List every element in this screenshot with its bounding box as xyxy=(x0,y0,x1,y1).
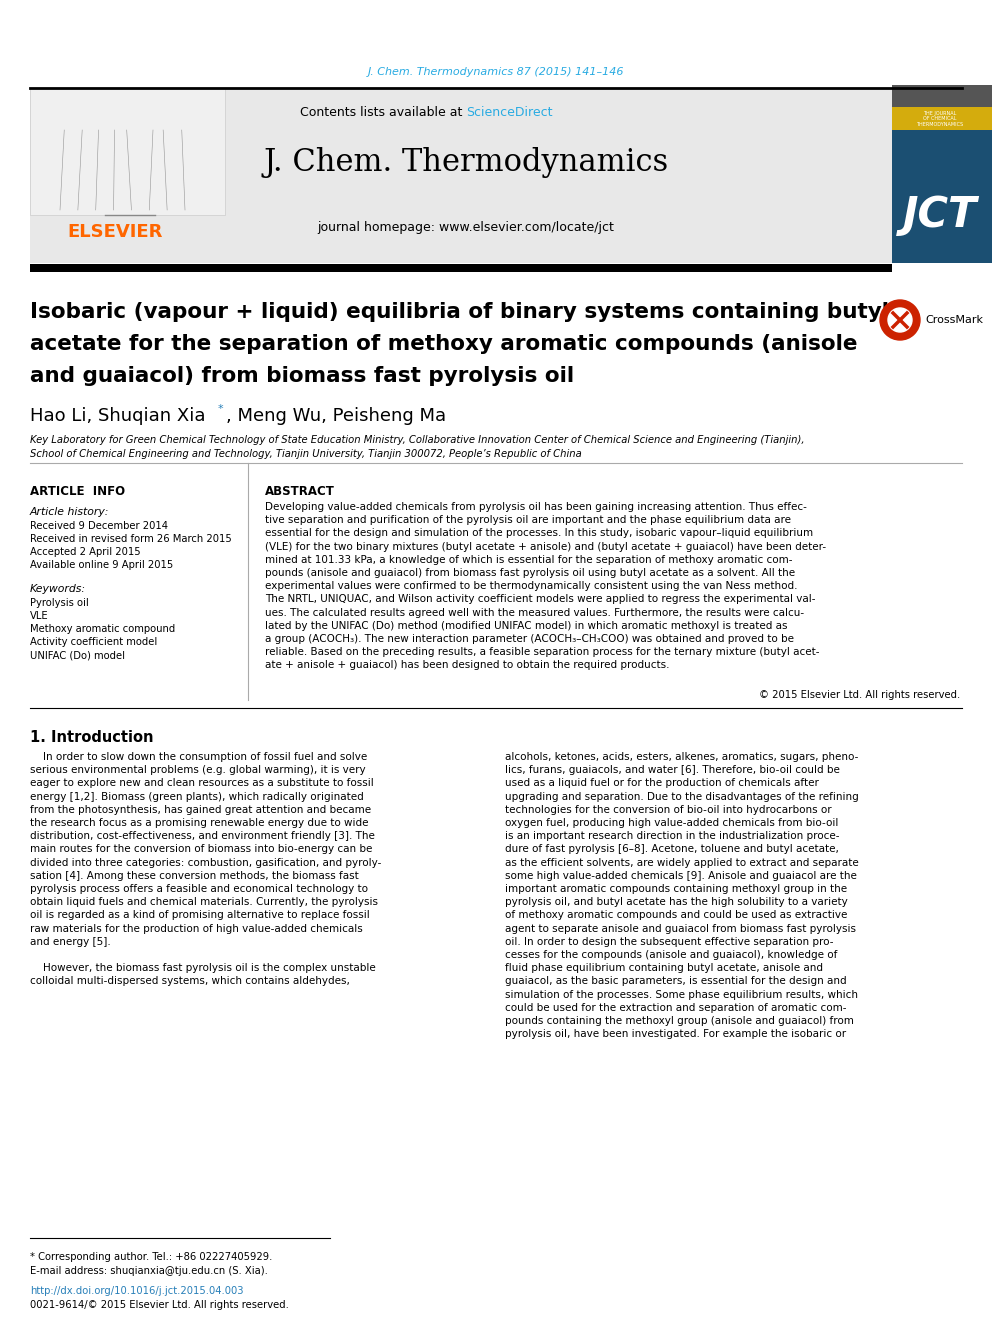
Text: sation [4]. Among these conversion methods, the biomass fast: sation [4]. Among these conversion metho… xyxy=(30,871,359,881)
Text: fluid phase equilibrium containing butyl acetate, anisole and: fluid phase equilibrium containing butyl… xyxy=(505,963,823,974)
Text: agent to separate anisole and guaiacol from biomass fast pyrolysis: agent to separate anisole and guaiacol f… xyxy=(505,923,856,934)
Text: experimental values were confirmed to be thermodynamically consistent using the : experimental values were confirmed to be… xyxy=(265,581,798,591)
Text: guaiacol, as the basic parameters, is essential for the design and: guaiacol, as the basic parameters, is es… xyxy=(505,976,846,987)
Text: THE JOURNAL
OF CHEMICAL
THERMODYNAMICS: THE JOURNAL OF CHEMICAL THERMODYNAMICS xyxy=(917,111,963,127)
Text: upgrading and separation. Due to the disadvantages of the refining: upgrading and separation. Due to the dis… xyxy=(505,791,859,802)
Text: energy [1,2]. Biomass (green plants), which radically originated: energy [1,2]. Biomass (green plants), wh… xyxy=(30,791,364,802)
Text: pounds containing the methoxyl group (anisole and guaiacol) from: pounds containing the methoxyl group (an… xyxy=(505,1016,854,1027)
Text: tive separation and purification of the pyrolysis oil are important and the phas: tive separation and purification of the … xyxy=(265,515,791,525)
Text: 1. Introduction: 1. Introduction xyxy=(30,730,154,745)
Text: essential for the design and simulation of the processes. In this study, isobari: essential for the design and simulation … xyxy=(265,528,813,538)
Text: Pyrolysis oil: Pyrolysis oil xyxy=(30,598,88,609)
Text: dure of fast pyrolysis [6–8]. Acetone, toluene and butyl acetate,: dure of fast pyrolysis [6–8]. Acetone, t… xyxy=(505,844,839,855)
Text: Hao Li, Shuqian Xia: Hao Li, Shuqian Xia xyxy=(30,407,205,425)
Text: some high value-added chemicals [9]. Anisole and guaiacol are the: some high value-added chemicals [9]. Ani… xyxy=(505,871,857,881)
Text: (VLE) for the two binary mixtures (butyl acetate + anisole) and (butyl acetate +: (VLE) for the two binary mixtures (butyl… xyxy=(265,541,826,552)
Text: pyrolysis oil, and butyl acetate has the high solubility to a variety: pyrolysis oil, and butyl acetate has the… xyxy=(505,897,848,908)
Text: Received in revised form 26 March 2015: Received in revised form 26 March 2015 xyxy=(30,534,232,544)
Bar xyxy=(30,89,892,263)
Text: oil. In order to design the subsequent effective separation pro-: oil. In order to design the subsequent e… xyxy=(505,937,833,947)
Text: Developing value-added chemicals from pyrolysis oil has been gaining increasing : Developing value-added chemicals from py… xyxy=(265,501,806,512)
Text: could be used for the extraction and separation of aromatic com-: could be used for the extraction and sep… xyxy=(505,1003,846,1013)
Text: is an important research direction in the industrialization proce-: is an important research direction in th… xyxy=(505,831,839,841)
Text: ARTICLE  INFO: ARTICLE INFO xyxy=(30,486,125,497)
Bar xyxy=(30,265,892,273)
Text: of methoxy aromatic compounds and could be used as extractive: of methoxy aromatic compounds and could … xyxy=(505,910,847,921)
Text: pounds (anisole and guaiacol) from biomass fast pyrolysis oil using butyl acetat: pounds (anisole and guaiacol) from bioma… xyxy=(265,568,796,578)
Text: Received 9 December 2014: Received 9 December 2014 xyxy=(30,521,168,531)
Bar xyxy=(892,89,992,263)
Text: Keywords:: Keywords: xyxy=(30,583,86,594)
Bar xyxy=(892,107,992,130)
Text: as the efficient solvents, are widely applied to extract and separate: as the efficient solvents, are widely ap… xyxy=(505,857,859,868)
Text: pyrolysis oil, have been investigated. For example the isobaric or: pyrolysis oil, have been investigated. F… xyxy=(505,1029,846,1039)
Text: Accepted 2 April 2015: Accepted 2 April 2015 xyxy=(30,546,141,557)
Text: oil is regarded as a kind of promising alternative to replace fossil: oil is regarded as a kind of promising a… xyxy=(30,910,370,921)
Text: ues. The calculated results agreed well with the measured values. Furthermore, t: ues. The calculated results agreed well … xyxy=(265,607,805,618)
Text: pyrolysis process offers a feasible and economical technology to: pyrolysis process offers a feasible and … xyxy=(30,884,368,894)
Text: from the photosynthesis, has gained great attention and became: from the photosynthesis, has gained grea… xyxy=(30,804,371,815)
Text: 0021-9614/© 2015 Elsevier Ltd. All rights reserved.: 0021-9614/© 2015 Elsevier Ltd. All right… xyxy=(30,1301,289,1310)
Text: journal homepage: www.elsevier.com/locate/jct: journal homepage: www.elsevier.com/locat… xyxy=(317,221,614,234)
Text: Activity coefficient model: Activity coefficient model xyxy=(30,636,158,647)
Text: the research focus as a promising renewable energy due to wide: the research focus as a promising renewa… xyxy=(30,818,368,828)
Text: *: * xyxy=(218,404,223,414)
Text: colloidal multi-dispersed systems, which contains aldehydes,: colloidal multi-dispersed systems, which… xyxy=(30,976,350,987)
Text: * Corresponding author. Tel.: +86 02227405929.: * Corresponding author. Tel.: +86 022274… xyxy=(30,1252,273,1262)
Text: main routes for the conversion of biomass into bio-energy can be: main routes for the conversion of biomas… xyxy=(30,844,372,855)
Text: cesses for the compounds (anisole and guaiacol), knowledge of: cesses for the compounds (anisole and gu… xyxy=(505,950,837,960)
Text: oxygen fuel, producing high value-added chemicals from bio-oil: oxygen fuel, producing high value-added … xyxy=(505,818,838,828)
Bar xyxy=(892,85,992,107)
Text: Key Laboratory for Green Chemical Technology of State Education Ministry, Collab: Key Laboratory for Green Chemical Techno… xyxy=(30,435,805,445)
Text: important aromatic compounds containing methoxyl group in the: important aromatic compounds containing … xyxy=(505,884,847,894)
Text: and guaiacol) from biomass fast pyrolysis oil: and guaiacol) from biomass fast pyrolysi… xyxy=(30,366,574,386)
Bar xyxy=(30,89,225,216)
Text: lics, furans, guaiacols, and water [6]. Therefore, bio-oil could be: lics, furans, guaiacols, and water [6]. … xyxy=(505,765,840,775)
Text: distribution, cost-effectiveness, and environment friendly [3]. The: distribution, cost-effectiveness, and en… xyxy=(30,831,375,841)
Text: VLE: VLE xyxy=(30,611,49,620)
Text: http://dx.doi.org/10.1016/j.jct.2015.04.003: http://dx.doi.org/10.1016/j.jct.2015.04.… xyxy=(30,1286,243,1297)
Text: © 2015 Elsevier Ltd. All rights reserved.: © 2015 Elsevier Ltd. All rights reserved… xyxy=(759,691,960,700)
Text: School of Chemical Engineering and Technology, Tianjin University, Tianjin 30007: School of Chemical Engineering and Techn… xyxy=(30,448,581,459)
Text: ScienceDirect: ScienceDirect xyxy=(466,106,553,119)
Circle shape xyxy=(880,300,920,340)
Text: ELSEVIER: ELSEVIER xyxy=(67,224,163,241)
Text: obtain liquid fuels and chemical materials. Currently, the pyrolysis: obtain liquid fuels and chemical materia… xyxy=(30,897,378,908)
Text: reliable. Based on the preceding results, a feasible separation process for the : reliable. Based on the preceding results… xyxy=(265,647,819,658)
Text: E-mail address: shuqianxia@tju.edu.cn (S. Xia).: E-mail address: shuqianxia@tju.edu.cn (S… xyxy=(30,1266,268,1275)
Text: However, the biomass fast pyrolysis oil is the complex unstable: However, the biomass fast pyrolysis oil … xyxy=(30,963,376,974)
Text: simulation of the processes. Some phase equilibrium results, which: simulation of the processes. Some phase … xyxy=(505,990,858,1000)
Text: mined at 101.33 kPa, a knowledge of which is essential for the separation of met: mined at 101.33 kPa, a knowledge of whic… xyxy=(265,554,793,565)
Text: Contents lists available at: Contents lists available at xyxy=(300,106,466,119)
Text: divided into three categories: combustion, gasification, and pyroly-: divided into three categories: combustio… xyxy=(30,857,381,868)
Text: technologies for the conversion of bio-oil into hydrocarbons or: technologies for the conversion of bio-o… xyxy=(505,804,831,815)
Text: alcohols, ketones, acids, esters, alkenes, aromatics, sugars, pheno-: alcohols, ketones, acids, esters, alkene… xyxy=(505,751,858,762)
Text: and energy [5].: and energy [5]. xyxy=(30,937,111,947)
Text: raw materials for the production of high value-added chemicals: raw materials for the production of high… xyxy=(30,923,363,934)
Text: The NRTL, UNIQUAC, and Wilson activity coefficient models were applied to regres: The NRTL, UNIQUAC, and Wilson activity c… xyxy=(265,594,815,605)
Text: eager to explore new and clean resources as a substitute to fossil: eager to explore new and clean resources… xyxy=(30,778,374,789)
Text: Methoxy aromatic compound: Methoxy aromatic compound xyxy=(30,624,176,634)
Text: UNIFAC (Do) model: UNIFAC (Do) model xyxy=(30,650,125,660)
Text: ate + anisole + guaiacol) has been designed to obtain the required products.: ate + anisole + guaiacol) has been desig… xyxy=(265,660,670,671)
Text: ABSTRACT: ABSTRACT xyxy=(265,486,335,497)
Text: CrossMark: CrossMark xyxy=(925,315,983,325)
Text: lated by the UNIFAC (Do) method (modified UNIFAC model) in which aromatic methox: lated by the UNIFAC (Do) method (modifie… xyxy=(265,620,788,631)
Text: , Meng Wu, Peisheng Ma: , Meng Wu, Peisheng Ma xyxy=(226,407,446,425)
Text: a group (ACOCH₃). The new interaction parameter (ACOCH₃–CH₃COO) was obtained and: a group (ACOCH₃). The new interaction pa… xyxy=(265,634,794,644)
Text: J. Chem. Thermodynamics: J. Chem. Thermodynamics xyxy=(263,147,669,179)
Circle shape xyxy=(888,308,912,332)
Text: JCT: JCT xyxy=(903,194,977,235)
Text: serious environmental problems (e.g. global warming), it is very: serious environmental problems (e.g. glo… xyxy=(30,765,366,775)
Text: Isobaric (vapour + liquid) equilibria of binary systems containing butyl: Isobaric (vapour + liquid) equilibria of… xyxy=(30,302,889,321)
Text: acetate for the separation of methoxy aromatic compounds (anisole: acetate for the separation of methoxy ar… xyxy=(30,333,857,355)
Text: used as a liquid fuel or for the production of chemicals after: used as a liquid fuel or for the product… xyxy=(505,778,818,789)
Text: J. Chem. Thermodynamics 87 (2015) 141–146: J. Chem. Thermodynamics 87 (2015) 141–14… xyxy=(368,67,624,77)
Text: Article history:: Article history: xyxy=(30,507,109,517)
Text: In order to slow down the consumption of fossil fuel and solve: In order to slow down the consumption of… xyxy=(30,751,367,762)
Text: Available online 9 April 2015: Available online 9 April 2015 xyxy=(30,560,174,570)
